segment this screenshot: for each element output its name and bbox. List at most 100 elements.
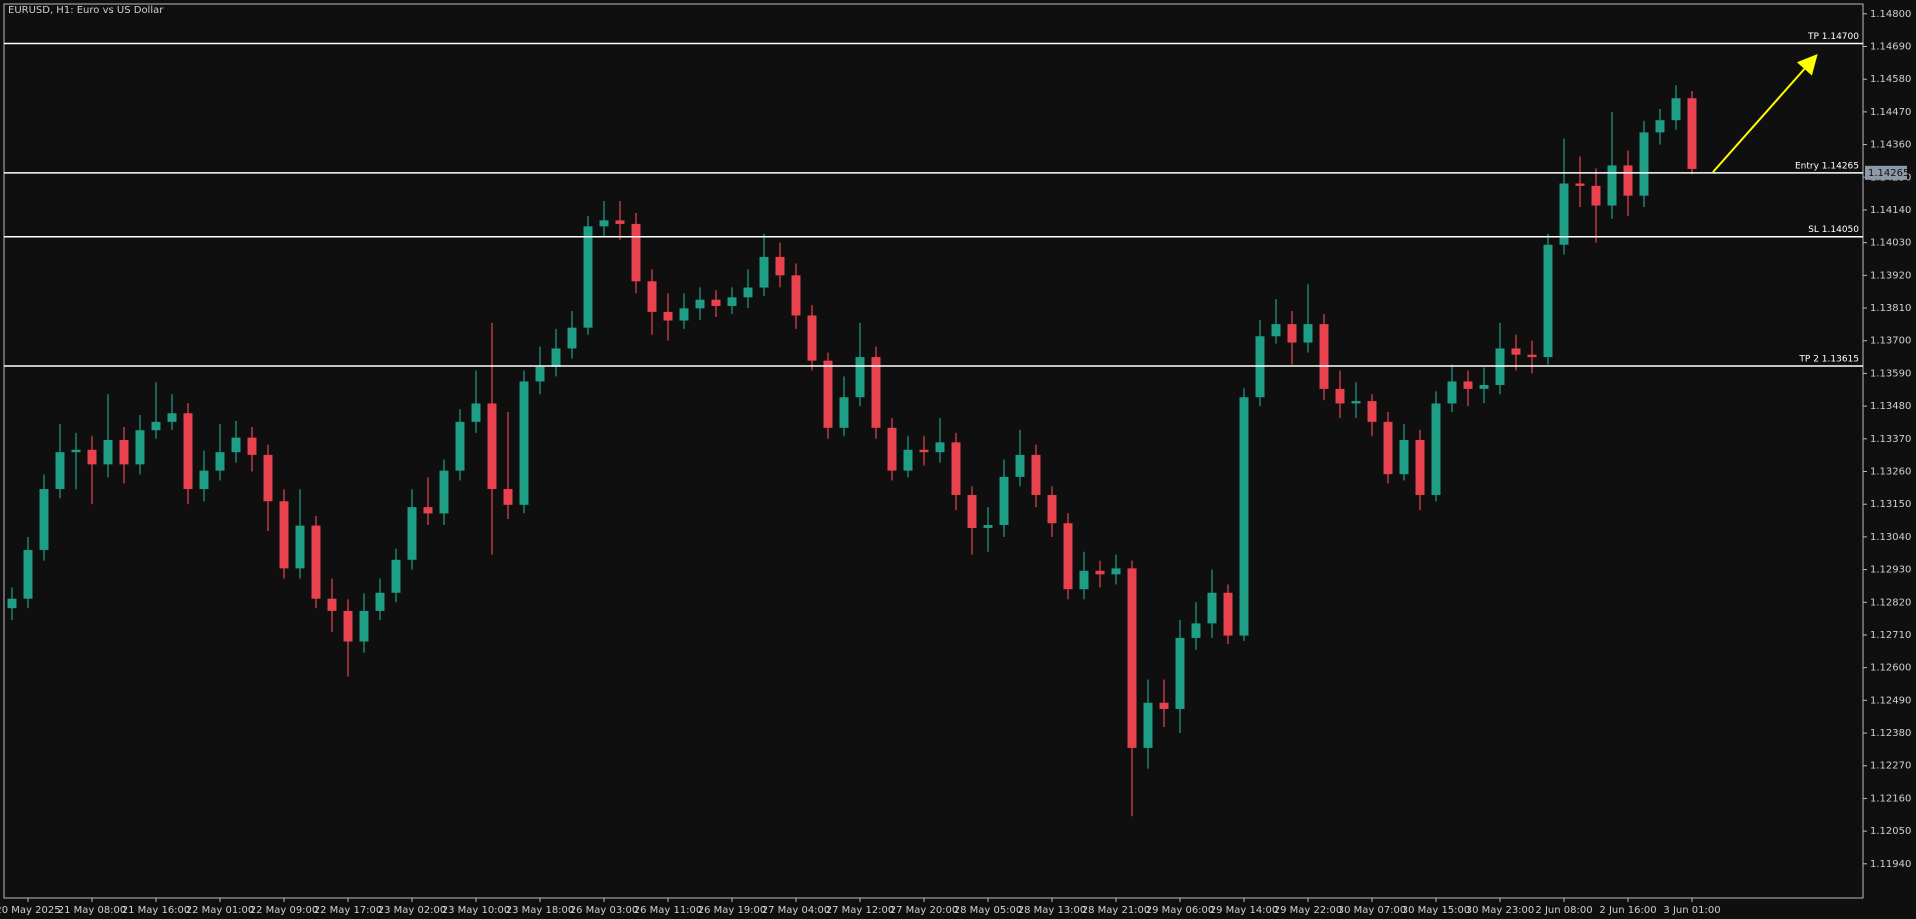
y-tick-label: 1.13590 <box>1870 368 1911 379</box>
candle-body <box>535 366 545 382</box>
candle-body <box>119 440 129 465</box>
x-tick-label: 23 May 18:00 <box>506 905 575 916</box>
y-tick-label: 1.13260 <box>1870 467 1911 478</box>
candle-body <box>1015 454 1025 477</box>
candle-body <box>103 440 113 465</box>
x-tick-label: 29 May 14:00 <box>1210 905 1279 916</box>
candle-body <box>71 449 81 453</box>
candle-body <box>1447 381 1457 404</box>
candle-body <box>631 223 641 282</box>
y-tick-label: 1.13810 <box>1870 303 1911 314</box>
candle-body <box>663 311 673 321</box>
y-tick-label: 1.12600 <box>1870 663 1911 674</box>
candle-body <box>1063 523 1073 590</box>
candle-body <box>1543 244 1553 358</box>
y-tick-label: 1.12930 <box>1870 565 1911 576</box>
candle-body <box>135 430 145 465</box>
candle-body <box>1351 401 1361 404</box>
x-tick-label: 27 May 12:00 <box>826 905 895 916</box>
candle-body <box>1143 702 1153 748</box>
candle-body <box>279 501 289 569</box>
candle-body <box>1559 183 1569 245</box>
y-tick-label: 1.12820 <box>1870 597 1911 608</box>
candle-body <box>167 413 177 422</box>
candle-body <box>87 449 97 465</box>
candle-body <box>855 357 865 398</box>
candle-body <box>151 421 161 431</box>
candle-body <box>295 525 305 569</box>
x-tick-label: 23 May 10:00 <box>442 905 511 916</box>
candle-body <box>1607 165 1617 206</box>
candle-body <box>1207 592 1217 624</box>
candle-body <box>1239 397 1249 636</box>
x-tick-label: 26 May 03:00 <box>570 905 639 916</box>
x-tick-label: 28 May 13:00 <box>1018 905 1087 916</box>
x-tick-label: 3 Jun 01:00 <box>1663 905 1720 916</box>
candle-body <box>999 476 1009 526</box>
y-tick-label: 1.12490 <box>1870 695 1911 706</box>
candle-body <box>967 494 977 528</box>
y-tick-label: 1.12380 <box>1870 728 1911 739</box>
y-tick-label: 1.14030 <box>1870 238 1911 249</box>
y-tick-label: 1.13920 <box>1870 270 1911 281</box>
candle-body <box>1431 403 1441 495</box>
y-tick-label: 1.13480 <box>1870 401 1911 412</box>
candle-body <box>55 452 65 490</box>
candle-body <box>359 610 369 642</box>
candle-body <box>183 413 193 490</box>
candle-body <box>1319 324 1329 389</box>
candle-body <box>1191 623 1201 638</box>
x-tick-label: 26 May 19:00 <box>698 905 767 916</box>
price-tag <box>1865 165 1907 180</box>
candle-body <box>871 357 881 428</box>
candle-body <box>7 598 17 609</box>
y-tick-label: 1.13700 <box>1870 336 1911 347</box>
y-tick-label: 1.14140 <box>1870 205 1911 216</box>
candle-body <box>759 256 769 288</box>
y-tick-label: 1.11940 <box>1870 859 1911 870</box>
candle-body <box>743 287 753 298</box>
x-tick-label: 26 May 11:00 <box>634 905 703 916</box>
x-tick-label: 30 May 23:00 <box>1466 905 1535 916</box>
candle-body <box>839 397 849 428</box>
candle-body <box>423 507 433 514</box>
candle-body <box>551 348 561 367</box>
candle-body <box>647 281 657 312</box>
y-tick-label: 1.14690 <box>1870 42 1911 53</box>
candle-body <box>1047 494 1057 524</box>
candle-body <box>823 360 833 428</box>
candle-body <box>1367 401 1377 422</box>
candle-body <box>1159 702 1169 709</box>
candle-body <box>1095 570 1105 575</box>
target-arrow <box>1712 54 1818 173</box>
candle-body <box>599 220 609 227</box>
y-tick-label: 1.14470 <box>1870 107 1911 118</box>
y-tick-label: 1.12710 <box>1870 630 1911 641</box>
candle-body <box>327 598 337 611</box>
candle-body <box>935 442 945 453</box>
candle-body <box>903 449 913 471</box>
x-tick-label: 20 May 2025 <box>0 905 61 916</box>
y-tick-label: 1.14360 <box>1870 140 1911 151</box>
candle-body <box>455 421 465 471</box>
level-label: Entry 1.14265 <box>1795 161 1859 171</box>
candle-body <box>1639 132 1649 196</box>
level-label: SL 1.14050 <box>1808 225 1859 235</box>
candle-body <box>951 442 961 495</box>
candle-body <box>919 449 929 453</box>
candle-body <box>1111 568 1121 575</box>
x-tick-label: 29 May 06:00 <box>1146 905 1215 916</box>
candle-body <box>519 381 529 505</box>
x-tick-label: 28 May 21:00 <box>1082 905 1151 916</box>
candle-body <box>471 403 481 422</box>
candle-body <box>1527 354 1537 358</box>
chart-title: EURUSD, H1: Euro vs US Dollar <box>8 5 164 16</box>
candle-body <box>439 470 449 514</box>
candle-body <box>1415 440 1425 495</box>
x-tick-label: 22 May 01:00 <box>186 905 255 916</box>
candle-body <box>215 452 225 471</box>
plot-frame <box>3 3 1864 899</box>
candle-body <box>407 507 417 560</box>
